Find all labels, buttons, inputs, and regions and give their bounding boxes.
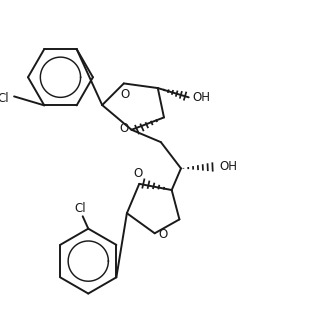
- Text: O: O: [158, 228, 168, 241]
- Text: OH: OH: [219, 160, 237, 173]
- Text: O: O: [120, 122, 129, 135]
- Text: OH: OH: [193, 91, 211, 104]
- Text: O: O: [121, 88, 130, 101]
- Text: Cl: Cl: [0, 92, 9, 105]
- Text: O: O: [133, 167, 142, 180]
- Text: Cl: Cl: [75, 202, 86, 215]
